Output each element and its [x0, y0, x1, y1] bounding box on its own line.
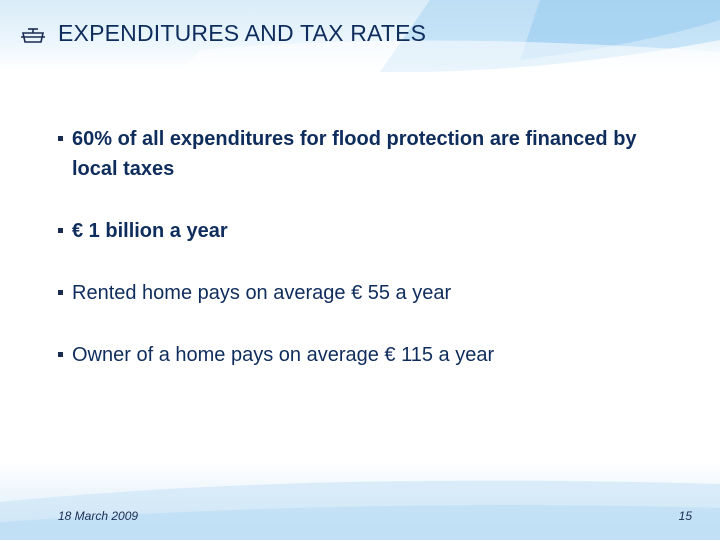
header-band — [0, 0, 720, 72]
bullet-text: € 1 billion a year — [72, 220, 228, 242]
bullet-marker — [58, 352, 63, 357]
bullet-item: Owner of a home pays on average € 115 a … — [56, 340, 676, 370]
bullet-marker — [58, 228, 63, 233]
footer-decoration — [0, 480, 720, 540]
bullet-marker — [58, 290, 63, 295]
banner-icon — [20, 26, 46, 46]
bullet-text: Rented home pays on average € 55 a year — [72, 282, 452, 304]
bullet-list: 60% of all expenditures for flood protec… — [56, 124, 676, 370]
bullet-item: 60% of all expenditures for flood protec… — [56, 124, 676, 184]
bullet-marker — [58, 136, 63, 141]
footer-date: 18 March 2009 — [58, 509, 139, 523]
bullet-item: Rented home pays on average € 55 a year — [56, 278, 676, 308]
page-number: 15 — [678, 509, 692, 523]
footer-band — [0, 462, 720, 540]
bullet-text: 60% of all expenditures for flood protec… — [72, 128, 637, 180]
slide-title: EXPENDITURES AND TAX RATES — [58, 20, 427, 46]
header-decoration — [180, 0, 720, 72]
bullet-text: Owner of a home pays on average € 115 a … — [72, 344, 495, 366]
bullet-item: € 1 billion a year — [56, 216, 676, 246]
